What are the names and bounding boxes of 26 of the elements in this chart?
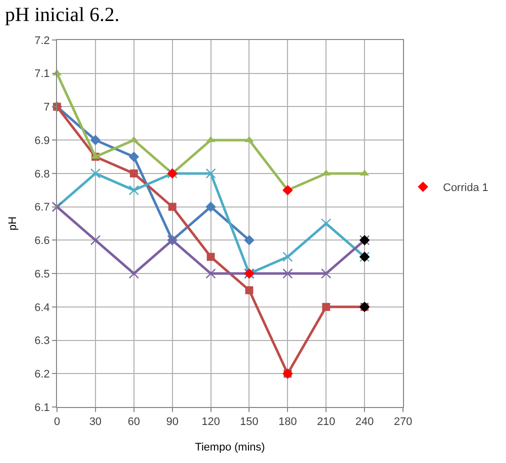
y-tick-label: 7.1 bbox=[34, 68, 50, 80]
y-tick-label: 7 bbox=[44, 102, 50, 114]
y-tick-label: 6.9 bbox=[34, 134, 50, 147]
y-axis-title: pH bbox=[7, 216, 20, 231]
x-tick-label: 0 bbox=[54, 416, 60, 428]
y-tick-label: 6.8 bbox=[34, 168, 50, 180]
y-tick-label: 6.7 bbox=[34, 202, 50, 214]
x-tick-label: 150 bbox=[240, 416, 258, 428]
x-tick-label: 60 bbox=[128, 416, 140, 428]
legend-label: Corrida 1 bbox=[443, 182, 488, 194]
x-tick-label: 240 bbox=[355, 416, 374, 428]
x-axis-title: Tiempo (mins) bbox=[195, 441, 265, 454]
x-tick-label: 30 bbox=[89, 416, 102, 428]
y-tick-label: 6.6 bbox=[34, 235, 50, 248]
x-tick-label: 210 bbox=[316, 416, 336, 428]
y-tick-label: 6.2 bbox=[34, 368, 50, 380]
y-tick-label: 6.1 bbox=[34, 402, 50, 414]
chart-title: pH inicial 6.2. bbox=[5, 4, 120, 26]
x-tick-label: 90 bbox=[166, 416, 178, 428]
x-tick-label: 270 bbox=[394, 416, 412, 428]
y-tick-label: 6.3 bbox=[34, 335, 50, 348]
y-tick-label: 6.5 bbox=[34, 268, 50, 280]
x-tick-label: 120 bbox=[202, 416, 220, 428]
y-tick-label: 7.2 bbox=[34, 34, 50, 47]
y-tick-label: 6.4 bbox=[34, 302, 50, 314]
x-tick-label: 180 bbox=[278, 416, 297, 428]
